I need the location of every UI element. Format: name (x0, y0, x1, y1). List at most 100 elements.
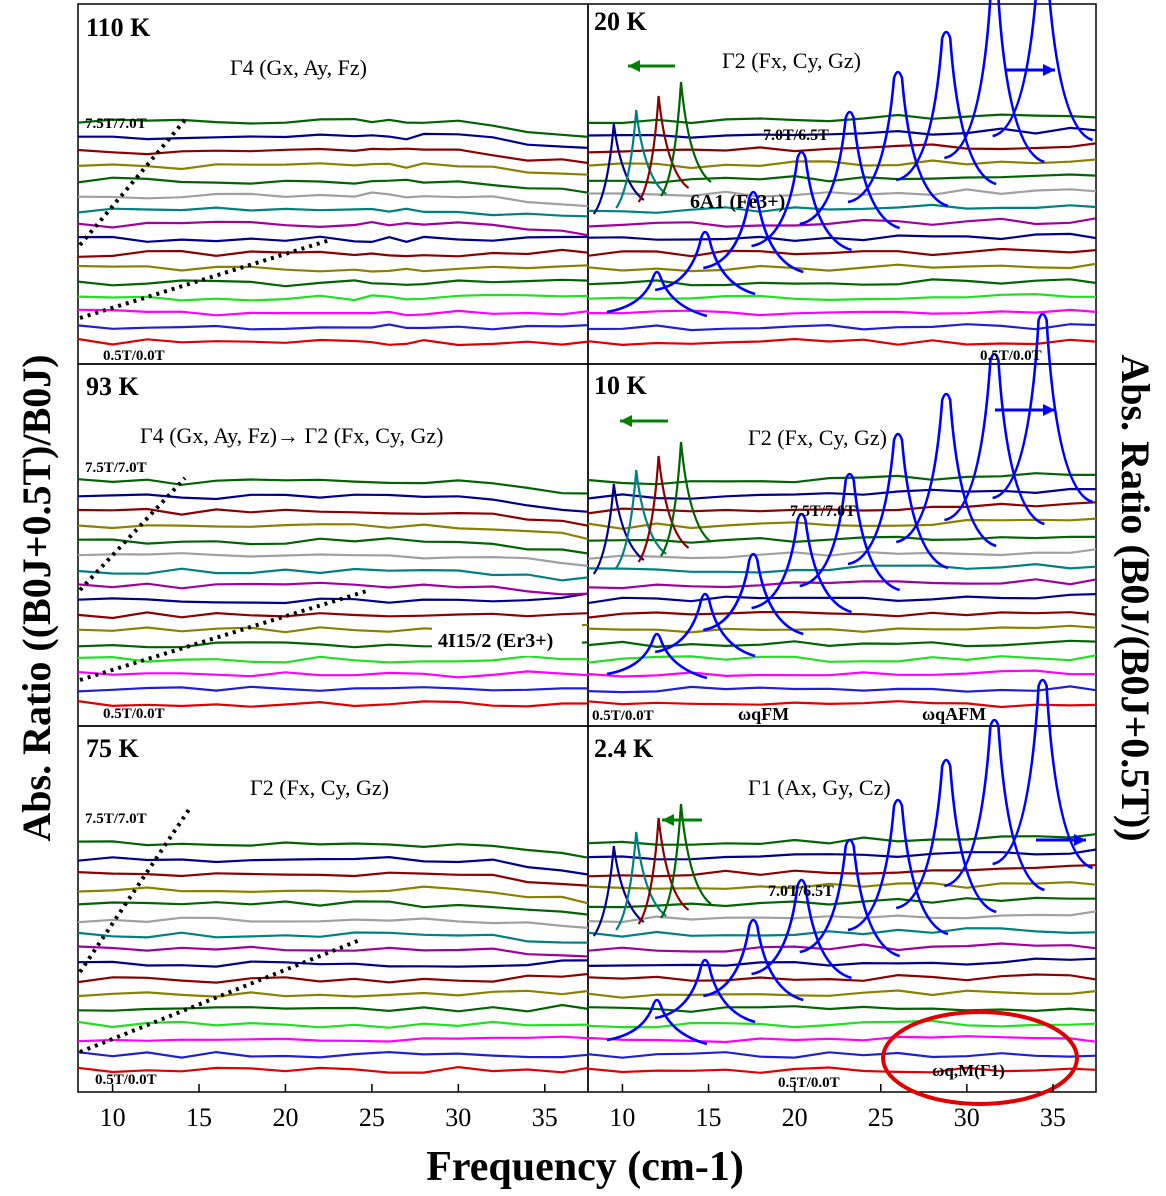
magnon-peak-line (606, 998, 708, 1046)
spectrum-line (77, 685, 588, 693)
spectrum-line (587, 323, 1097, 332)
spectrum-line (587, 232, 1097, 243)
spectrum-line (587, 989, 1097, 999)
magnon-peak-line (847, 70, 949, 208)
dotted-trend-line (78, 118, 187, 247)
dotted-trend-line (79, 588, 371, 682)
y-axis-label-left: Abs. Ratio ((B0J+0.5T)/B0J) (14, 354, 59, 841)
spectrum-line (77, 959, 589, 968)
magnon-peak-line (847, 798, 949, 936)
spectrum-line (77, 147, 589, 165)
spectrum-line (587, 700, 1097, 709)
spectrum-line (587, 833, 1097, 846)
spectrum-line (77, 176, 589, 194)
spectrum-line (587, 562, 1097, 574)
ion-peak-line (660, 81, 712, 197)
dotted-trend-line (78, 806, 192, 974)
panel-75k-phase: Γ2 (Fx, Cy, Gz) (250, 775, 389, 800)
magnon-peak-line (895, 758, 997, 914)
panel-20k-temperature: 20 K (594, 7, 648, 36)
panel-2p4k-top-field: 7.0T/6.5T (768, 883, 834, 900)
x-axis-label: Frequency (cm-1) (426, 1144, 744, 1190)
panel-93k-annotation: 4I15/2 (Er3+) (438, 630, 553, 652)
spectrum-line (77, 206, 589, 218)
x-tick-label: 20 (782, 1103, 808, 1132)
ion-peak-line (592, 845, 645, 937)
spectrum-line (77, 989, 589, 998)
shift-left-arrow-head (662, 814, 674, 826)
panel-2p4k-annotation: ωq,M(Γ1) (932, 1061, 1005, 1080)
spectrum-line (587, 685, 1097, 694)
panel-20k-top-field: 7.0T/6.5T (763, 127, 829, 144)
panel-93k-annotation-bg (432, 622, 582, 656)
panel-10k-annotation-afm: ωqAFM (922, 704, 986, 724)
magnon-peak-line (751, 150, 852, 252)
spectrum-line (77, 655, 588, 664)
shift-left-arrow-head (620, 415, 632, 427)
shift-right-arrow-head (1074, 834, 1086, 846)
x-tick-label: 10 (609, 1103, 635, 1132)
spectrum-line (77, 1003, 589, 1013)
panel-frame (587, 725, 1097, 1093)
spectrum-line (587, 548, 1097, 560)
spectrum-line (77, 220, 589, 237)
magnon-peak-line (703, 552, 804, 636)
spectrum-line (587, 1066, 1097, 1074)
spectrum-line (77, 931, 589, 944)
panel-20k-phase: Γ2 (Fx, Cy, Gz) (722, 48, 861, 73)
shift-left-arrow-head (628, 60, 640, 72)
panel-10k-phase: Γ2 (Fx, Cy, Gz) (748, 425, 887, 450)
magnon-peak-line (799, 838, 901, 958)
x-tick-label: 25 (359, 1103, 385, 1132)
spectrum-line (77, 293, 589, 302)
spectrum-line (77, 337, 589, 347)
ion-peak-line (615, 831, 667, 931)
spectrum-line (77, 700, 588, 708)
spectrum-line (77, 1065, 589, 1074)
panel-10k-temperature: 10 K (594, 371, 648, 400)
spectra-curves (77, 0, 1097, 1074)
ion-peak-line (660, 803, 712, 919)
spectrum-line (77, 1050, 589, 1059)
panel-93k-top-field: 7.5T/7.0T (85, 460, 147, 476)
spectrum-line (587, 669, 1097, 678)
panel-75k-bottom-field: 0.5T/0.0T (95, 1072, 157, 1088)
spectrum-line (77, 900, 589, 916)
spectrum-line (78, 132, 589, 149)
annotations-graphics (78, 60, 1086, 1106)
panel-2p4k-temperature: 2.4 K (594, 734, 654, 763)
x-tick-label: 30 (954, 1103, 980, 1132)
spectrum-line (77, 248, 589, 258)
magnon-peak-line (895, 30, 997, 186)
magnon-peak-line (606, 632, 708, 680)
panel-2p4k-phase: Γ1 (Ax, Gy, Cz) (748, 775, 891, 800)
ion-peak-line (592, 123, 645, 215)
spectrum-line (587, 957, 1097, 967)
spectrum-line (77, 916, 589, 929)
dotted-trend-line (79, 238, 331, 320)
spectrum-line (587, 611, 1097, 619)
panel-93k-bottom-field: 0.5T/0.0T (103, 706, 165, 722)
spectrum-line (587, 292, 1096, 302)
spectrum-line (587, 126, 1097, 139)
spectrum-line (77, 1020, 589, 1029)
magnon-peak-line (799, 110, 901, 230)
spectrum-line (77, 264, 589, 273)
spectrum-line (587, 1035, 1097, 1044)
spectrum-line (587, 624, 1097, 634)
panel-10k-bottom-field: 0.5T/0.0T (592, 708, 654, 724)
magnon-peak-line (654, 958, 756, 1024)
ion-peak-line (615, 109, 667, 209)
magnon-peak-line (944, 352, 1045, 526)
panel-20k-annotation: 6A1 (Fe3+) (690, 191, 785, 213)
spectrum-line (587, 910, 1097, 924)
spectrum-line (77, 670, 589, 679)
magnon-peak-line (654, 230, 756, 296)
spectrum-line (77, 592, 589, 605)
spectrum-line (77, 478, 589, 495)
spectrum-line (587, 1019, 1097, 1029)
x-tick-label: 15 (696, 1103, 722, 1132)
spectrum-line (77, 581, 589, 596)
spectrum-line (77, 162, 589, 176)
